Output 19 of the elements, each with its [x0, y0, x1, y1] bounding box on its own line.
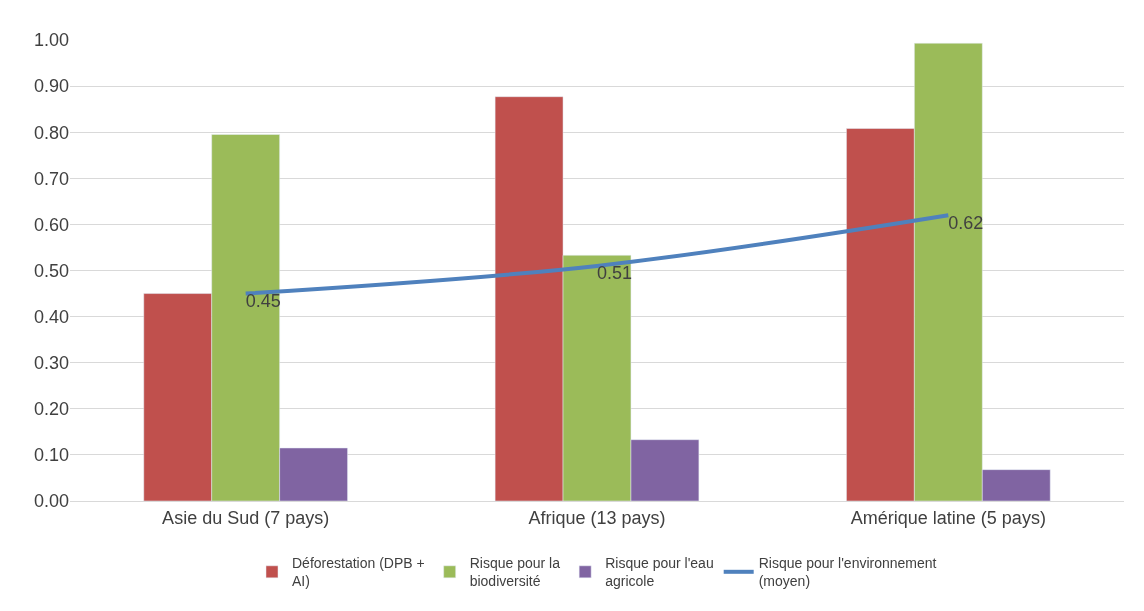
y-tick-label: 1.00	[33, 30, 69, 51]
legend-label: Risque pour l'environnement (moyen)	[758, 555, 937, 590]
y-tick-label: 0.40	[33, 306, 69, 327]
x-tick-label: Amérique latine (5 pays)	[850, 507, 1046, 528]
y-tick-label: 0.50	[33, 260, 69, 281]
x-tick-label: Afrique (13 pays)	[528, 507, 666, 528]
legend-label: Risque pour l'eau agricole	[605, 555, 714, 590]
y-tick-label: 0.90	[33, 76, 69, 97]
y-tick-label: 0.80	[33, 122, 69, 143]
x-tick-label: Asie du Sud (7 pays)	[162, 507, 330, 528]
y-tick-label: 0.10	[33, 445, 69, 466]
y-tick-label: 0.30	[33, 353, 69, 373]
legend-label: Risque pour la biodiversité	[469, 555, 561, 590]
y-tick-label: 0.00	[33, 491, 69, 512]
y-tick-label: 0.20	[33, 399, 69, 420]
legend-label: Déforestation (DPB + AI)	[292, 555, 425, 590]
y-tick-label: 0.70	[33, 168, 69, 189]
data-label: 0.51	[597, 263, 633, 284]
y-tick-label: 0.60	[33, 214, 69, 235]
